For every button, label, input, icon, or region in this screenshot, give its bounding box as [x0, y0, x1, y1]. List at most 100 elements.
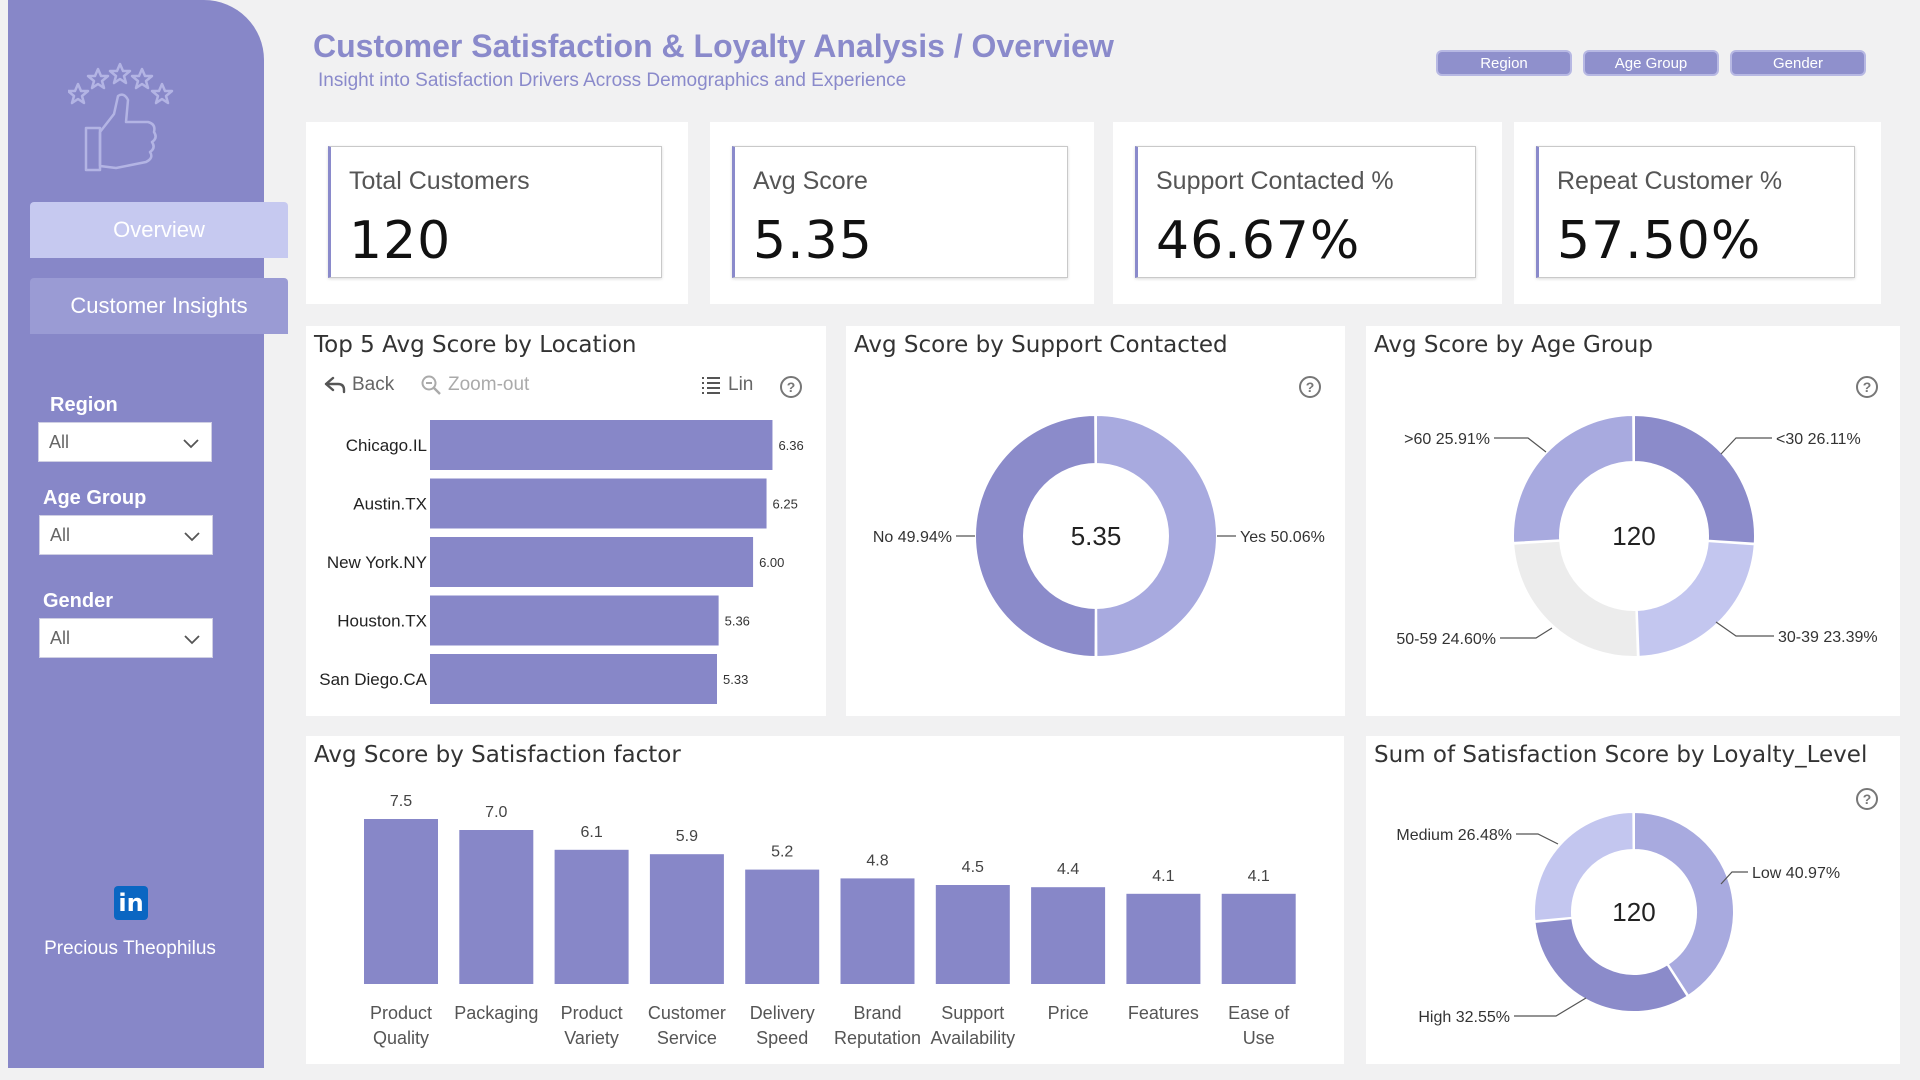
age-slice — [1633, 413, 1756, 545]
factor-category-label: Reputation — [834, 1028, 921, 1048]
lin-button[interactable]: Lin — [700, 374, 753, 396]
kpi-card-avg-score: Avg Score 5.35 — [710, 122, 1094, 304]
loyalty-donut-chart: 120 Low 40.97% High 32.55% Medium 26.48% — [1396, 810, 1840, 1026]
factor-category-label: Quality — [373, 1028, 429, 1048]
age-group-filter-label: Age Group — [43, 487, 147, 509]
kpi-card-total-customers: Total Customers 120 — [306, 122, 688, 304]
location-category-label: Chicago.IL — [346, 436, 427, 455]
loyalty-slice-label: Medium 26.48% — [1396, 827, 1512, 844]
kpi-value: 46.67% — [1156, 211, 1361, 271]
location-category-label: Houston.TX — [337, 612, 427, 631]
location-category-label: New York.NY — [327, 553, 427, 572]
age-center-value: 120 — [1612, 521, 1655, 551]
help-icon[interactable]: ? — [1856, 788, 1878, 810]
satisfaction-thumbs-up-icon — [68, 62, 174, 172]
page-title: Customer Satisfaction & Loyalty Analysis… — [313, 28, 1114, 64]
page-subtitle: Insight into Satisfaction Drivers Across… — [318, 70, 907, 91]
support-chart-title: Avg Score by Support Contacted — [854, 332, 1228, 358]
zoom-out-button[interactable]: Zoom-out — [420, 374, 529, 396]
location-value-label: 6.36 — [778, 438, 803, 453]
factor-category-label: Support — [941, 1003, 1004, 1023]
linkedin-icon[interactable]: in — [114, 886, 148, 920]
kpi-value: 57.50% — [1557, 211, 1762, 271]
factor-bar — [649, 854, 724, 984]
factor-category-label: Ease of — [1228, 1003, 1290, 1023]
factor-category-label: Variety — [564, 1028, 619, 1048]
author-name: Precious Theophilus — [44, 938, 216, 959]
location-value-label: 5.36 — [725, 614, 750, 629]
gender-filter-value: All — [50, 627, 71, 648]
location-bar-chart: Chicago.IL 6.36 Austin.TX 6.25 New York.NY 6.… — [319, 420, 804, 704]
factor-bar — [554, 849, 629, 984]
help-icon[interactable]: ? — [1299, 376, 1321, 398]
region-filter-value: All — [49, 431, 70, 452]
loyalty-slice — [1533, 810, 1635, 923]
factor-value-label: 7.0 — [485, 804, 507, 821]
factor-chart-title: Avg Score by Satisfaction factor — [314, 742, 681, 768]
support-slice-label: No 49.94% — [873, 529, 952, 546]
kpi-value: 120 — [349, 211, 452, 271]
help-icon[interactable]: ? — [780, 376, 802, 398]
gender-pill-button[interactable]: Gender — [1730, 50, 1866, 76]
location-bar — [430, 595, 719, 646]
factor-bar — [935, 885, 1010, 984]
factor-bar-chart: 7.5 Product Quality 7.0 Packaging 6.1 Product V… — [364, 793, 1296, 1048]
loyalty-leader-line — [1516, 833, 1559, 845]
location-value-label: 5.33 — [723, 672, 748, 687]
factor-value-label: 7.5 — [390, 793, 412, 810]
factor-bar — [364, 819, 438, 984]
region-pill-button[interactable]: Region — [1436, 50, 1572, 76]
factor-value-label: 5.2 — [771, 844, 793, 861]
kpi-label: Avg Score — [753, 167, 868, 195]
support-slice — [974, 413, 1097, 659]
kpi-card-repeat-customer: Repeat Customer % 57.50% — [1514, 122, 1881, 304]
location-value-label: 6.00 — [759, 555, 784, 570]
location-bar — [430, 537, 754, 587]
region-filter-dropdown[interactable]: All — [38, 422, 212, 462]
age-slice-label: 50-59 24.60% — [1396, 631, 1496, 648]
back-arrow-icon — [324, 376, 346, 394]
location-category-label: San Diego.CA — [319, 670, 427, 689]
factor-value-label: 4.1 — [1152, 868, 1174, 885]
location-category-label: Austin.TX — [353, 495, 427, 514]
zoom-out-icon — [421, 375, 441, 395]
factor-bar — [1221, 893, 1296, 984]
help-icon[interactable]: ? — [1856, 376, 1878, 398]
nav-customer-insights-button[interactable]: Customer Insights — [30, 278, 288, 334]
zoom-out-label: Zoom-out — [448, 374, 530, 395]
location-bar — [430, 478, 767, 529]
loyalty-chart-panel: Sum of Satisfaction Score by Loyalty_Lev… — [1366, 736, 1900, 1064]
back-button[interactable]: Back — [324, 374, 394, 396]
factor-bar — [745, 869, 820, 984]
factor-category-label: Brand — [853, 1003, 901, 1023]
kpi-label: Support Contacted % — [1156, 167, 1394, 195]
factor-value-label: 4.1 — [1248, 868, 1270, 885]
factor-bar — [840, 878, 915, 984]
loyalty-center-value: 120 — [1612, 897, 1655, 927]
factor-bar — [1031, 887, 1106, 984]
gender-filter-label: Gender — [43, 590, 114, 612]
factor-category-label: Customer — [648, 1003, 726, 1023]
lin-label: Lin — [728, 374, 754, 395]
age-slice — [1512, 413, 1635, 544]
factor-category-label: Service — [657, 1028, 717, 1048]
factor-value-label: 4.4 — [1057, 861, 1079, 878]
age-group-pill-button[interactable]: Age Group — [1583, 50, 1719, 76]
age-leader-line — [1715, 621, 1774, 637]
location-bar — [430, 420, 773, 470]
location-chart-panel: Top 5 Avg Score by Location Back Zoom-ou… — [306, 326, 826, 716]
age-group-filter-dropdown[interactable]: All — [39, 515, 213, 555]
age-donut-chart: 120 <30 26.11% 30-39 23.39% 50-59 24.60% >60… — [1396, 413, 1878, 658]
gender-filter-dropdown[interactable]: All — [39, 618, 213, 658]
nav-overview-button[interactable]: Overview — [30, 202, 288, 258]
age-slice-label: 30-39 23.39% — [1778, 629, 1878, 646]
loyalty-slice — [1533, 917, 1690, 1013]
factor-category-label: Use — [1243, 1028, 1275, 1048]
loyalty-chart-title: Sum of Satisfaction Score by Loyalty_Lev… — [1374, 742, 1868, 768]
factor-value-label: 4.5 — [962, 859, 984, 876]
factor-value-label: 4.8 — [866, 852, 888, 869]
age-group-filter-value: All — [50, 524, 71, 545]
loyalty-slice-label: Low 40.97% — [1752, 865, 1840, 882]
age-leader-line — [1500, 627, 1553, 639]
location-chart-title: Top 5 Avg Score by Location — [314, 332, 637, 358]
